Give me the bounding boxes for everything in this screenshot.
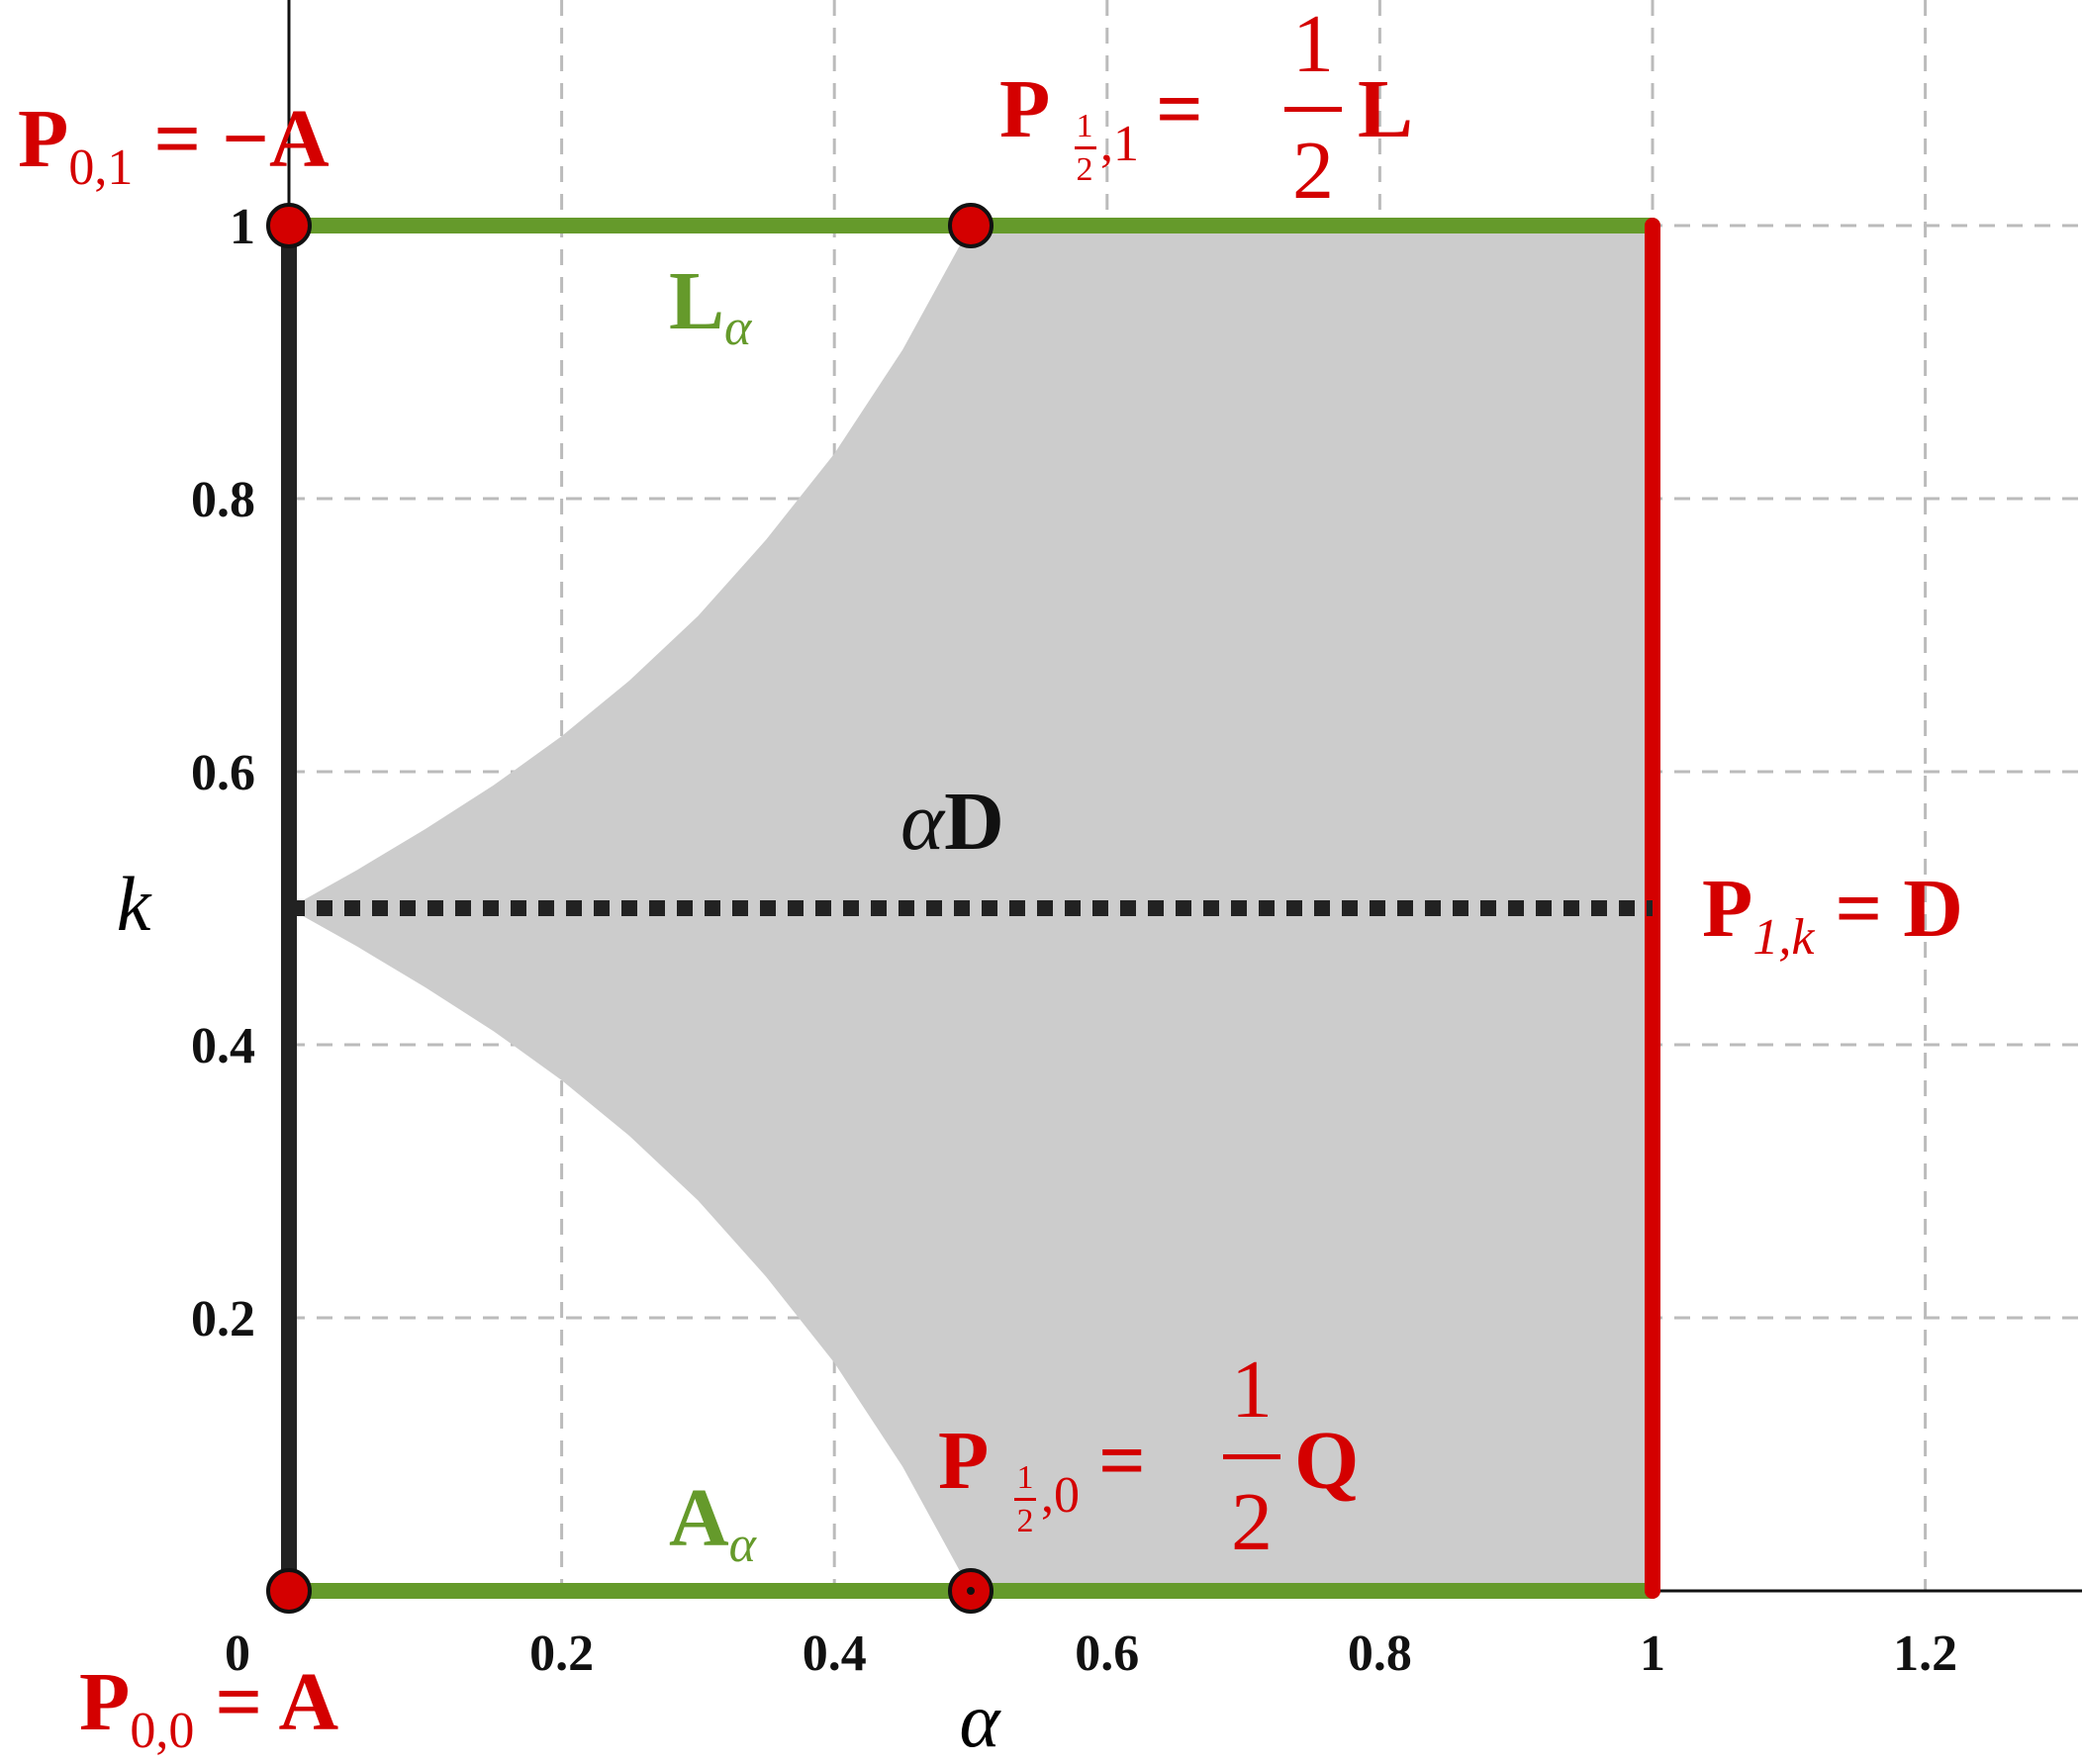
marker-point-0 (266, 203, 312, 248)
svg-text:L: L (1358, 63, 1413, 155)
annotation-l-alpha: Lα (669, 255, 753, 356)
x-tick-label: 0.4 (803, 1625, 867, 1682)
svg-text:2: 2 (1017, 1503, 1034, 1539)
svg-text:1: 1 (1231, 1344, 1273, 1436)
x-tick-label: 1 (1640, 1625, 1665, 1682)
svg-text:1: 1 (1292, 0, 1334, 90)
svg-text:,1: ,1 (1100, 116, 1139, 172)
x-tick-label: 0 (225, 1625, 250, 1682)
y-tick-label: 1 (230, 199, 255, 255)
annotation-a-alpha: Aα (669, 1472, 758, 1573)
y-tick-label: 0.6 (191, 745, 255, 801)
x-axis-title: α (960, 1677, 1002, 1763)
x-tick-label: 0.6 (1075, 1625, 1139, 1682)
annotation-p00: P0,0 = A (79, 1656, 339, 1759)
x-tick-label: 1.2 (1893, 1625, 1957, 1682)
svg-text:=: = (1156, 63, 1203, 155)
svg-text:P: P (999, 63, 1050, 155)
x-tick-label: 0.8 (1348, 1625, 1412, 1682)
annotation-phalf1: P 1 2 ,1 = 1 2 L (999, 0, 1413, 217)
svg-text:1: 1 (1017, 1459, 1034, 1496)
y-axis-title: k (117, 861, 152, 947)
svg-text:Q: Q (1294, 1415, 1359, 1507)
annotation-alpha-d: αD (900, 776, 1004, 868)
svg-text:=: = (1098, 1415, 1146, 1507)
shaded-region (289, 226, 1653, 1591)
annotation-p01: P0,1 = −A (18, 93, 330, 196)
annotation-phalf0: P 1 2 ,0 = 1 2 Q (938, 1344, 1359, 1568)
svg-text:2: 2 (1292, 125, 1334, 217)
y-tick-label: 0.8 (191, 472, 255, 528)
y-tick-label: 0.4 (191, 1018, 255, 1074)
marker-center-dot (967, 1587, 975, 1595)
marker-point-2 (266, 1568, 312, 1614)
annotation-p1k: P1,k = D (1702, 863, 1963, 966)
segments (281, 218, 1660, 1599)
tick-labels: 0 0.2 0.4 0.6 0.8 1 1.2 0.2 0.4 0.6 0.8 1 (191, 199, 1957, 1682)
marker-point-1 (948, 203, 994, 248)
svg-text:2: 2 (1077, 151, 1093, 188)
svg-text:1: 1 (1077, 108, 1093, 144)
x-tick-label: 0.2 (529, 1625, 594, 1682)
y-tick-label: 0.2 (191, 1291, 255, 1347)
svg-text:P: P (938, 1415, 989, 1507)
svg-text:,0: ,0 (1041, 1467, 1080, 1524)
points (266, 203, 994, 1614)
svg-text:2: 2 (1231, 1476, 1273, 1568)
